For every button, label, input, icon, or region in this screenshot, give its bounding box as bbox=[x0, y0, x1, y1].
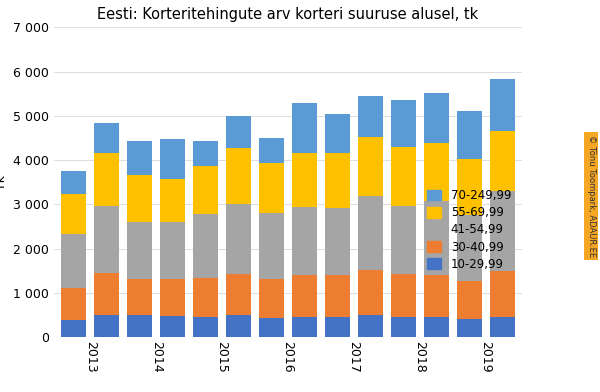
Bar bbox=[391, 206, 416, 274]
Bar bbox=[160, 140, 185, 179]
Bar bbox=[457, 319, 482, 337]
Text: © Tõnu Toompark, ADAUR.EE: © Tõnu Toompark, ADAUR.EE bbox=[587, 135, 596, 257]
Bar bbox=[292, 275, 317, 317]
Bar bbox=[457, 111, 482, 159]
Bar bbox=[325, 209, 350, 275]
Bar bbox=[226, 274, 251, 316]
Bar bbox=[259, 279, 284, 318]
Bar bbox=[325, 152, 350, 209]
Bar bbox=[424, 317, 449, 337]
Bar bbox=[424, 93, 449, 143]
Bar bbox=[490, 317, 515, 337]
Bar bbox=[424, 201, 449, 275]
Bar bbox=[292, 103, 317, 152]
Bar bbox=[490, 79, 515, 131]
Bar bbox=[226, 203, 251, 274]
Bar bbox=[259, 318, 284, 337]
Bar bbox=[259, 213, 284, 279]
Bar bbox=[160, 179, 185, 221]
Bar bbox=[358, 196, 383, 270]
Bar bbox=[61, 320, 86, 337]
Bar bbox=[127, 175, 152, 222]
Bar bbox=[490, 131, 515, 191]
Y-axis label: Tk: Tk bbox=[0, 175, 8, 190]
Bar bbox=[193, 166, 218, 214]
Bar bbox=[127, 316, 152, 337]
Bar bbox=[127, 279, 152, 316]
Bar bbox=[457, 159, 482, 214]
Bar bbox=[94, 206, 119, 272]
Bar bbox=[160, 316, 185, 337]
Bar bbox=[325, 114, 350, 152]
Bar bbox=[226, 116, 251, 148]
Bar bbox=[325, 275, 350, 317]
Title: Eesti: Korteritehingute arv korteri suuruse alusel, tk: Eesti: Korteritehingute arv korteri suur… bbox=[97, 7, 479, 22]
Bar bbox=[94, 272, 119, 314]
Bar bbox=[457, 281, 482, 319]
Bar bbox=[292, 152, 317, 207]
Bar bbox=[94, 123, 119, 153]
Legend: 70-249,99, 55-69,99, 41-54,99, 30-40,99, 10-29,99: 70-249,99, 55-69,99, 41-54,99, 30-40,99,… bbox=[422, 185, 516, 276]
Bar bbox=[358, 270, 383, 316]
Bar bbox=[61, 171, 86, 194]
Bar bbox=[160, 279, 185, 316]
Bar bbox=[226, 148, 251, 203]
Bar bbox=[94, 153, 119, 206]
Bar bbox=[292, 317, 317, 337]
Bar bbox=[94, 314, 119, 337]
Bar bbox=[259, 138, 284, 163]
Bar bbox=[391, 147, 416, 206]
Bar bbox=[490, 191, 515, 271]
Bar bbox=[358, 137, 383, 196]
Bar bbox=[61, 288, 86, 320]
Bar bbox=[259, 163, 284, 213]
Bar bbox=[127, 141, 152, 175]
Bar bbox=[358, 96, 383, 137]
Bar bbox=[193, 278, 218, 317]
Bar bbox=[61, 234, 86, 288]
Bar bbox=[127, 222, 152, 279]
Bar bbox=[457, 214, 482, 281]
Bar bbox=[226, 316, 251, 337]
Bar bbox=[424, 143, 449, 201]
Bar bbox=[292, 207, 317, 275]
Bar bbox=[391, 317, 416, 337]
Bar bbox=[193, 214, 218, 278]
Bar bbox=[325, 317, 350, 337]
Bar bbox=[424, 275, 449, 317]
Bar bbox=[193, 317, 218, 337]
Bar bbox=[61, 194, 86, 234]
Bar bbox=[160, 221, 185, 279]
Bar bbox=[391, 100, 416, 147]
Bar bbox=[193, 141, 218, 166]
Bar bbox=[391, 274, 416, 317]
Bar bbox=[358, 316, 383, 337]
Bar bbox=[490, 271, 515, 317]
